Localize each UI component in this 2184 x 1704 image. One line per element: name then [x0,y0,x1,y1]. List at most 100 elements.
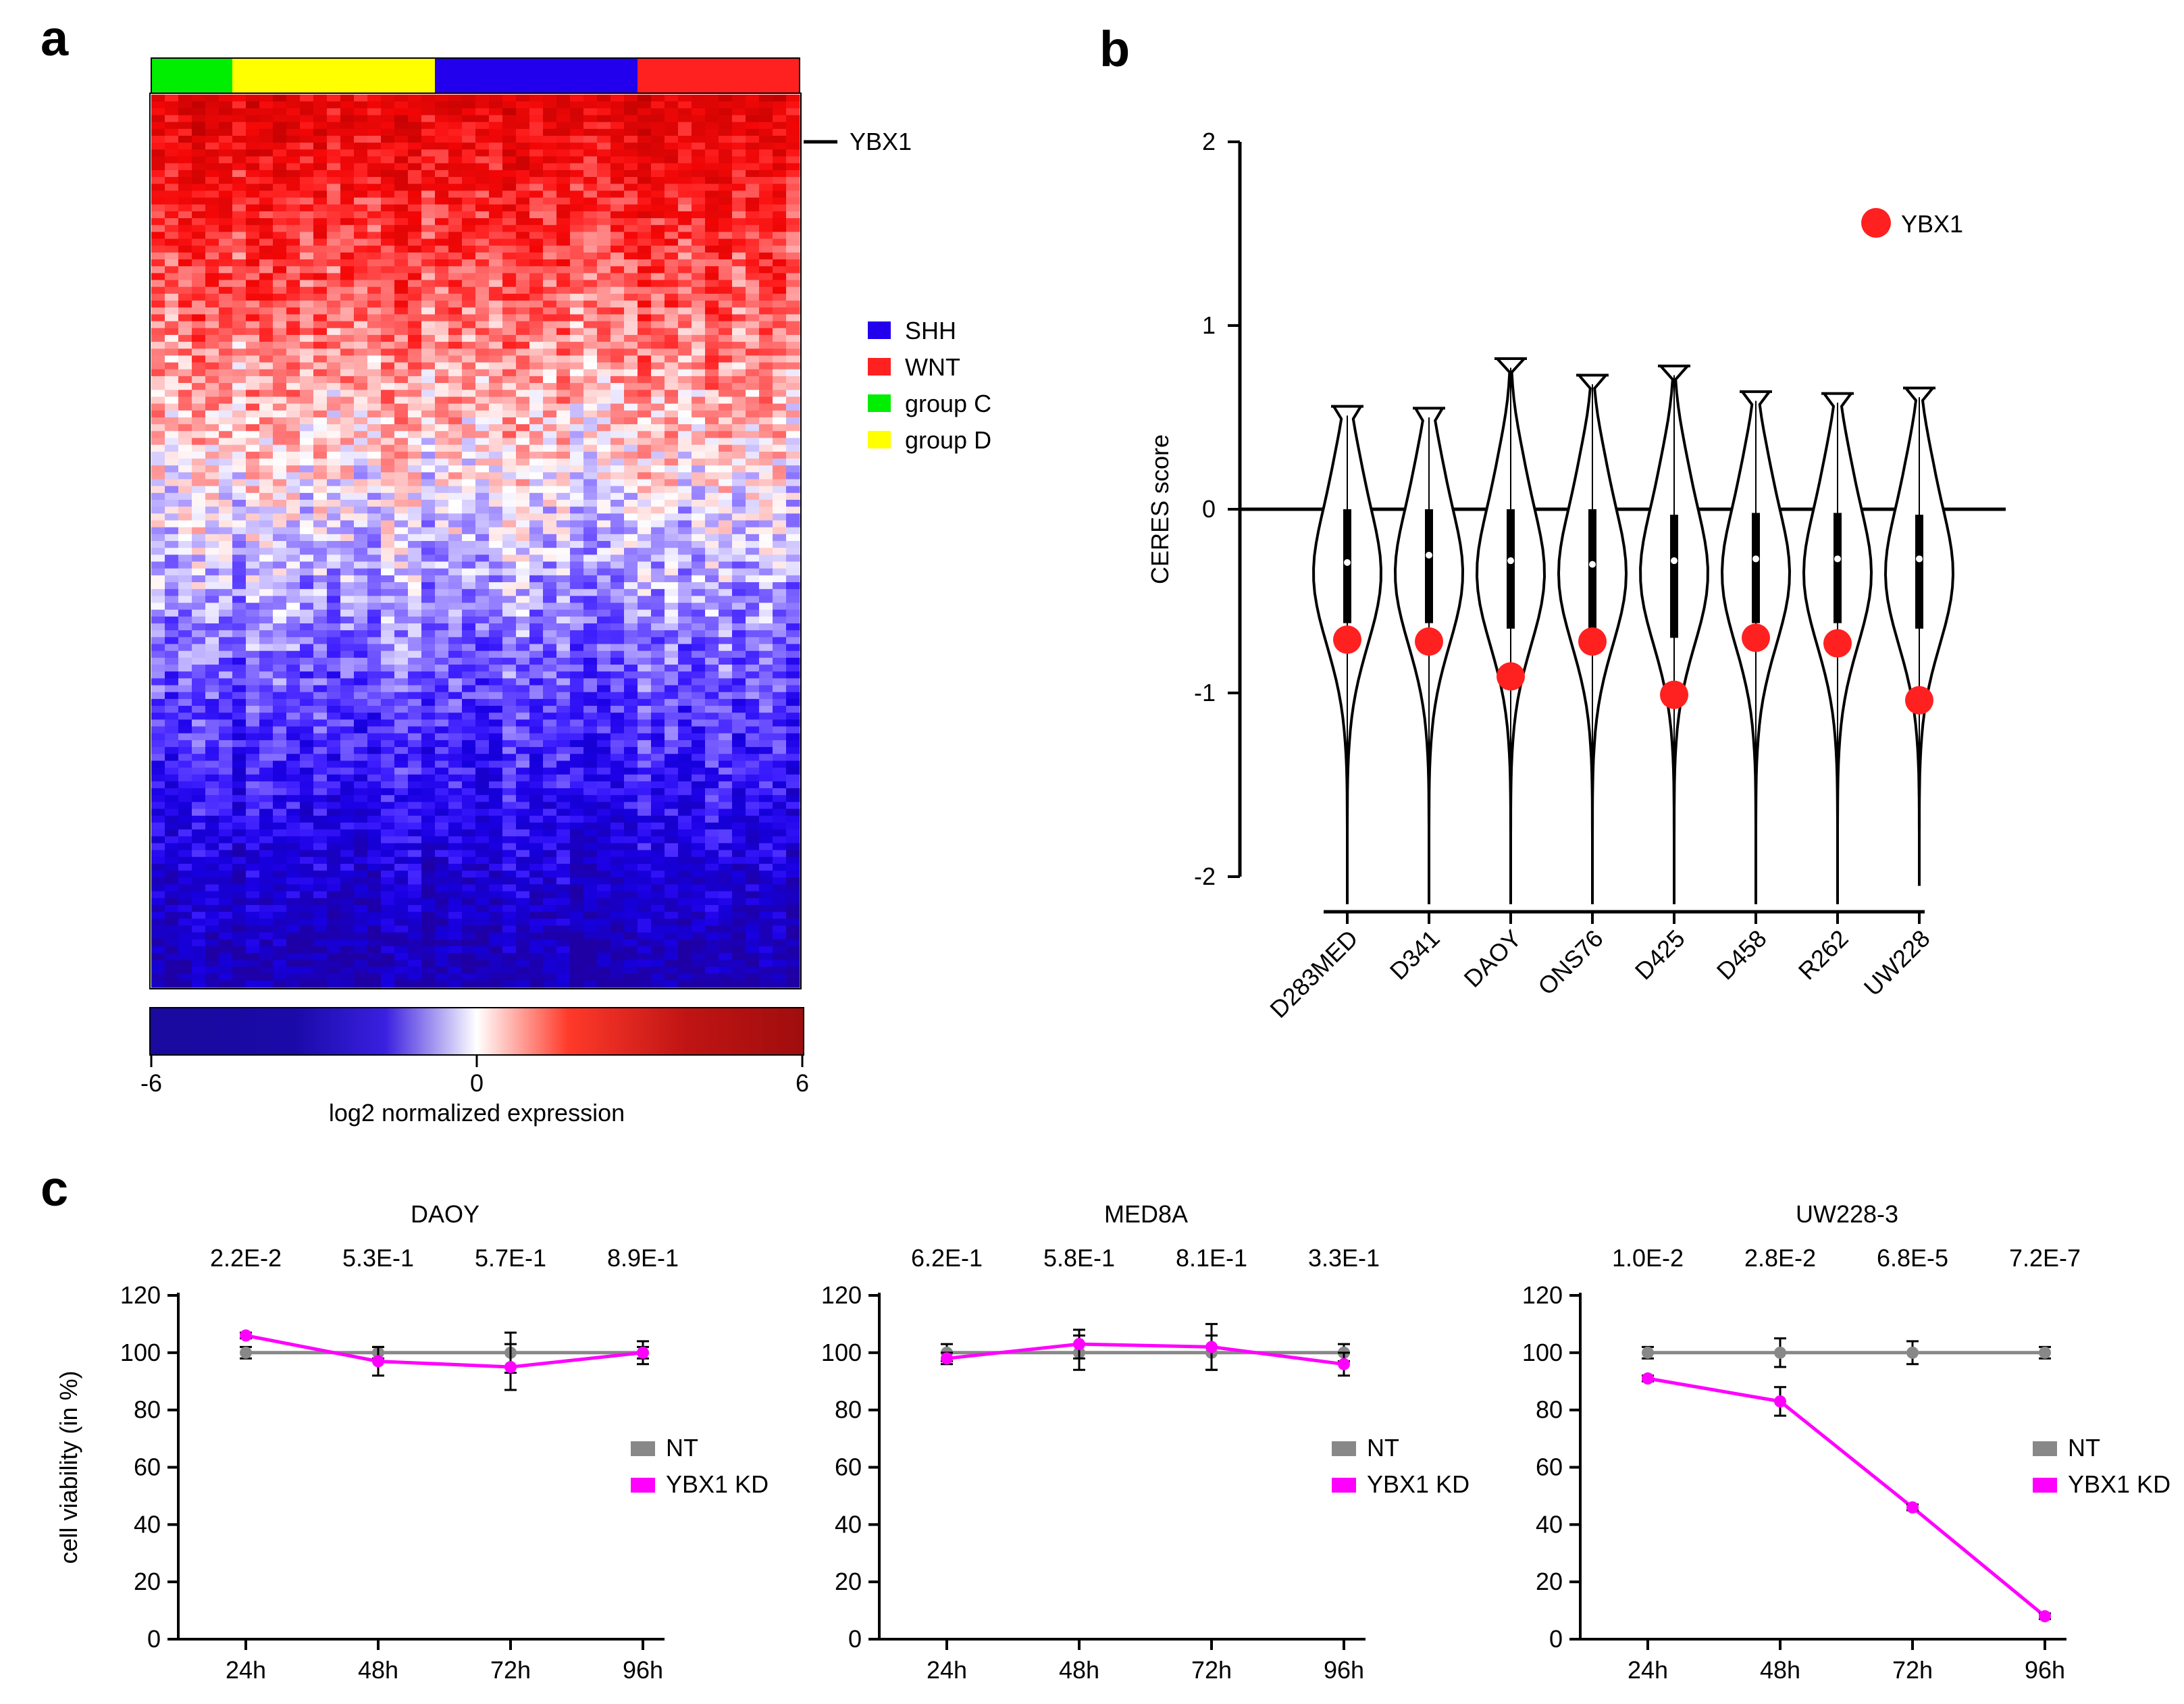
heatmap-cell [165,252,179,260]
heatmap-cell [624,136,638,143]
heatmap-cell [151,733,165,741]
heatmap-cell [367,328,382,336]
heatmap-cell [732,403,746,411]
heatmap-cell [381,348,395,357]
heatmap-cell [448,534,463,542]
heatmap-cell [313,410,328,418]
heatmap-cell [475,733,490,741]
heatmap-cell [786,795,800,803]
heatmap-cell [529,458,544,466]
heatmap-cell [151,726,165,734]
heatmap-cell [489,541,503,548]
heatmap-cell [340,245,355,253]
heatmap-cell [151,334,165,342]
heatmap-cell [543,136,557,143]
heatmap-cell [529,184,544,191]
heatmap-cell [732,232,746,240]
heatmap-cell [273,548,287,555]
heatmap-cell [759,225,773,232]
heatmap-cell [273,204,287,212]
heatmap-cell [732,630,746,638]
heatmap-cell [381,486,395,494]
heatmap-cell [421,410,436,418]
heatmap-cell [475,252,490,260]
heatmap-cell [286,362,301,370]
heatmap-cell [692,355,706,363]
heatmap-cell [246,238,260,247]
heatmap-cell [516,314,530,322]
heatmap-cell [259,513,274,521]
heatmap-cell [205,136,219,143]
heatmap-cell [232,719,246,727]
heatmap-cell [408,589,422,596]
heatmap-cell [367,211,382,219]
heatmap-cell [273,95,287,102]
heatmap-cell [219,650,233,659]
heatmap-cell [421,602,436,611]
heatmap-cell [773,342,787,349]
heatmap-cell [340,472,355,480]
heatmap-cell [408,280,422,288]
heatmap-cell [489,369,503,377]
heatmap-cell [205,644,219,652]
heatmap-cell [705,314,719,322]
heatmap-cell [692,410,706,418]
heatmap-cell [273,747,287,754]
heatmap-cell [246,334,260,342]
heatmap-cell [665,795,679,803]
heatmap-cell [583,527,598,535]
heatmap-cell [543,163,557,171]
heatmap-cell [448,232,463,240]
heatmap-cell [678,334,692,342]
heatmap-cell [732,293,746,301]
heatmap-cell [746,774,760,782]
heatmap-cell [665,314,679,322]
heatmap-cell [746,719,760,727]
heatmap-cell [205,767,219,775]
heatmap-cell [692,403,706,411]
heatmap-cell [583,513,598,521]
heatmap-cell [151,698,165,706]
heatmap-cell [462,706,476,713]
heatmap-cell [543,238,557,247]
heatmap-cell [381,424,395,432]
heatmap-cell [435,713,449,720]
heatmap-cell [502,211,517,219]
heatmap-cell [300,396,314,405]
heatmap-cell [354,499,368,507]
heatmap-cell [570,706,584,713]
heatmap-cell [746,650,760,659]
heatmap-cell [448,115,463,123]
heatmap-cell [151,685,165,693]
heatmap-cell [381,596,395,604]
heatmap-cell [556,218,571,226]
heatmap-cell [583,657,598,665]
heatmap-cell [516,232,530,240]
heatmap-cell [529,122,544,130]
heatmap-cell [570,499,584,507]
heatmap-cell [354,348,368,357]
heatmap-cell [475,499,490,507]
heatmap-cell [597,163,611,171]
heatmap-cell [165,403,179,411]
heatmap-cell [597,314,611,322]
heatmap-cell [300,582,314,590]
heatmap-cell [610,458,625,466]
heatmap-cell [665,507,679,514]
heatmap-cell [597,293,611,301]
heatmap-cell [462,657,476,665]
heatmap-cell [259,616,274,624]
heatmap-cell [151,115,165,123]
heatmap-cell [394,95,409,102]
heatmap-cell [448,630,463,638]
heatmap-cell [583,197,598,205]
heatmap-cell [746,499,760,507]
heatmap-cell [597,301,611,308]
heatmap-cell [692,472,706,480]
heatmap-cell [665,513,679,521]
heatmap-cell [246,568,260,576]
heatmap-cell [489,719,503,727]
heatmap-cell [678,190,692,199]
heatmap-cell [232,108,246,116]
heatmap-cell [570,225,584,232]
